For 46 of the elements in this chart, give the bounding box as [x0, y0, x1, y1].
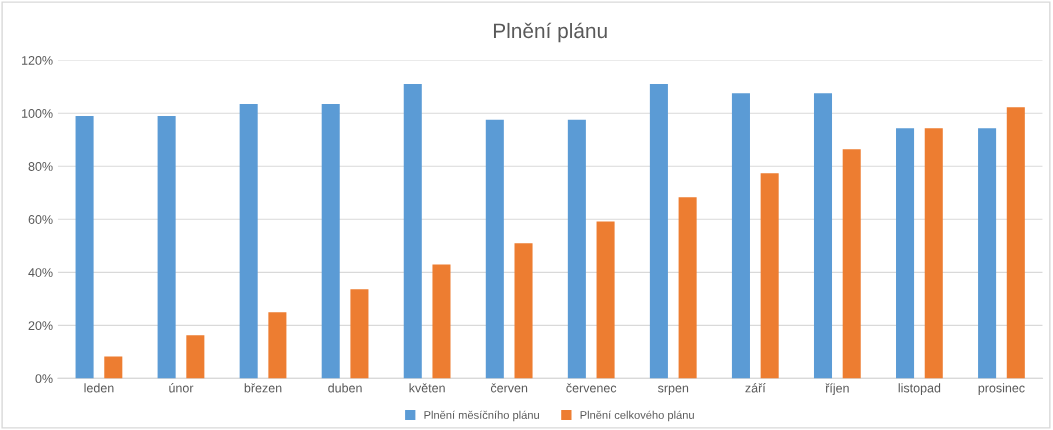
x-tick-label: červen [490, 383, 528, 393]
x-tick-label: únor [169, 383, 194, 393]
bar [596, 221, 615, 379]
y-tick-label: 80% [28, 162, 53, 171]
x-tick-label: listopad [898, 383, 941, 395]
x-tick-label: srpen [657, 385, 689, 395]
bar [514, 243, 533, 379]
bar [978, 128, 997, 379]
bar [842, 149, 861, 379]
y-tick-label: 40% [28, 268, 53, 277]
y-tick-label: 120% [22, 56, 53, 65]
x-tick-label: říjen [825, 383, 849, 396]
x-tick-label: prosinec [978, 383, 1025, 395]
bar [350, 289, 369, 379]
bar [104, 356, 123, 379]
x-tick-label: duben [328, 383, 362, 393]
bar [731, 93, 750, 379]
bar [813, 93, 833, 379]
x-tick-label: květen [409, 383, 445, 393]
bar [157, 115, 176, 379]
legend-label: Plnění celkového plánu [580, 410, 694, 422]
bar [321, 103, 340, 379]
bar [678, 197, 697, 379]
legend-label: Plnění měsíčního plánu [424, 410, 539, 422]
bar [924, 128, 943, 379]
bar [567, 119, 586, 379]
y-tick-label: 0% [35, 374, 53, 384]
bar [403, 84, 422, 379]
bar [75, 115, 94, 379]
bar [896, 128, 915, 379]
bar [239, 103, 258, 379]
y-tick-label: 60% [28, 215, 53, 224]
bar [268, 312, 287, 379]
chart-title: Plnění plánu [493, 22, 607, 43]
bar [186, 335, 205, 379]
bar [485, 119, 504, 379]
bar [432, 264, 451, 379]
bar [760, 173, 779, 379]
x-tick-label: leden [84, 383, 114, 393]
x-tick-label: březen [244, 383, 282, 393]
x-tick-label: červenec [566, 383, 617, 393]
y-tick-label: 100% [22, 109, 53, 118]
bar [1006, 107, 1025, 379]
y-tick-label: 20% [28, 321, 53, 331]
x-tick-label: září [745, 383, 766, 393]
bar [649, 84, 668, 379]
